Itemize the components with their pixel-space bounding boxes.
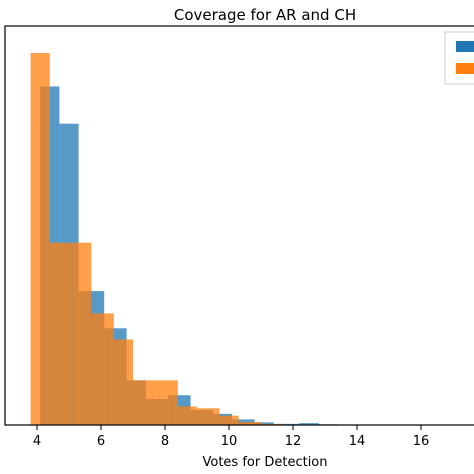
x-tick-label: 8	[161, 434, 169, 449]
x-tick-label: 10	[221, 434, 238, 449]
bar-series-2-4	[113, 339, 133, 425]
bar-series-2-3	[91, 313, 114, 425]
bar-series-1-12	[299, 423, 319, 425]
bar-series-2-2	[72, 242, 92, 425]
x-tick-label: 12	[285, 434, 302, 449]
bar-series-2-9	[219, 415, 239, 425]
x-tick-label: 14	[349, 434, 366, 449]
bar-series-2-1	[49, 242, 73, 425]
legend-swatch-series-1	[456, 41, 474, 52]
bar-series-2-10	[238, 422, 261, 425]
legend	[444, 31, 474, 85]
bar-series-2-5	[133, 380, 156, 425]
x-axis-label: Votes for Detection	[203, 455, 328, 470]
chart-title: Coverage for AR and CH	[174, 6, 356, 24]
bar-series-1-10	[254, 422, 274, 425]
x-tick-label: 4	[33, 434, 41, 449]
plot-frame	[4, 25, 474, 426]
bar-series-2-6	[155, 380, 178, 425]
bar-series-2-0	[30, 53, 50, 425]
legend-swatch-series-2	[456, 63, 474, 74]
x-tick-label: 16	[413, 434, 430, 449]
bar-series-2-7	[177, 406, 197, 425]
x-tick-label: 6	[97, 434, 105, 449]
x-axis-ticks: 4 6 8 10 12 14 16	[33, 425, 429, 449]
bar-series-2-8	[197, 408, 220, 425]
legend-box	[444, 31, 474, 85]
bars-layer	[30, 53, 338, 426]
